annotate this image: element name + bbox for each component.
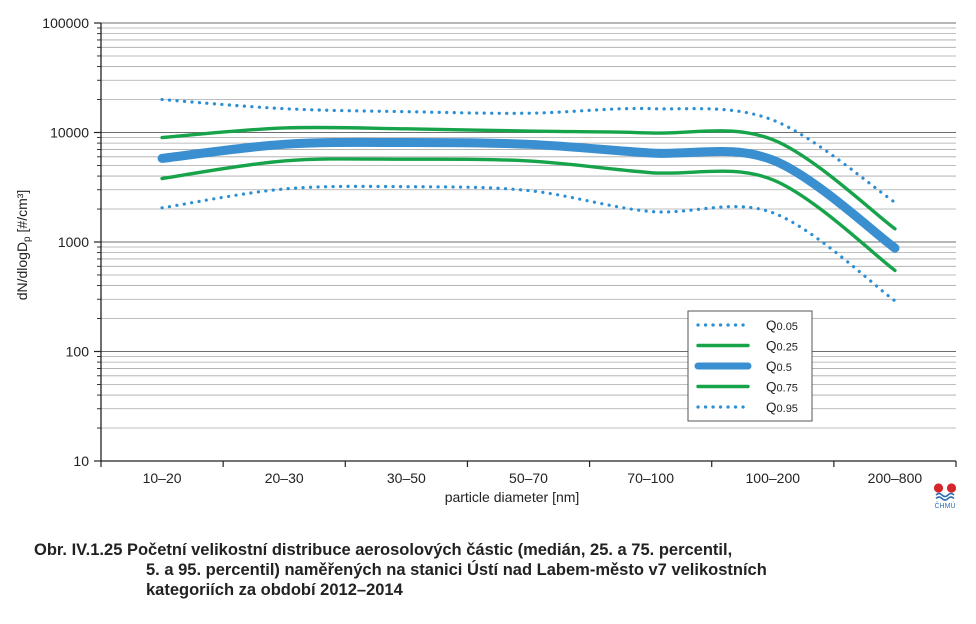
x-tick-label: 50–70 (509, 470, 548, 486)
chmu-logo: ČHMÚ (933, 483, 957, 510)
x-tick-label: 30–50 (387, 470, 426, 486)
x-tick-label: 200–800 (868, 470, 923, 486)
legend-label: Q0.05 (766, 318, 798, 333)
logo-text: ČHMÚ (935, 501, 956, 510)
logo-dot-right (946, 483, 957, 493)
y-tick-label: 10 (73, 453, 89, 469)
x-tick-label: 10–20 (143, 470, 182, 486)
series-Q0-25 (160, 157, 897, 273)
y-axis-title-main: dN/dlogD (14, 242, 30, 300)
y-tick-label: 100 (66, 344, 90, 360)
legend-label: Q0.25 (766, 339, 798, 354)
x-tick-label: 100–200 (746, 470, 801, 486)
x-tick-label: 20–30 (265, 470, 304, 486)
logo-wave-icon (935, 492, 955, 498)
legend-label: Q0.75 (766, 380, 798, 395)
y-tick-label: 100000 (42, 15, 89, 31)
y-axis-title: dN/dlogDp [#/cm³] (14, 190, 33, 301)
series-line (160, 184, 897, 303)
axes: 10 100 1000 10000 100000 10–20 20–30 30–50 50–70… (42, 15, 957, 486)
caption-line-3: kategoriích za období 2012–2014 (146, 581, 403, 599)
series-Q0-05 (160, 184, 897, 303)
legend: Q0.05 Q0.25 Q0.5 Q0.75 Q0.95 (687, 310, 813, 422)
x-tick-label: 70–100 (627, 470, 674, 486)
grid (101, 22, 956, 429)
series-line (160, 125, 897, 231)
logo-dot-left (933, 483, 944, 493)
figure-caption: Obr. IV.1.25 Početní velikostní distribu… (34, 540, 954, 600)
caption-line-1: Obr. IV.1.25 Početní velikostní distribu… (34, 541, 733, 559)
chart: 10 100 1000 10000 100000 10–20 20–30 30–50 50–70… (14, 15, 957, 510)
legend-label: Q0.95 (766, 400, 798, 415)
series-Q0-95 (160, 97, 897, 204)
x-axis-title: particle diameter [nm] (445, 489, 580, 505)
series-line (160, 157, 897, 273)
y-tick-label: 10000 (50, 125, 89, 141)
series-Q0-5 (157, 137, 900, 253)
series-Q0-75 (160, 125, 897, 231)
y-tick-label: 1000 (58, 234, 89, 250)
caption-line-2: 5. a 95. percentil) naměřených na stanic… (146, 561, 767, 579)
series-line (157, 137, 900, 253)
series-line (160, 97, 897, 204)
logo-wave-icon-2 (935, 496, 955, 501)
plot-series (157, 97, 900, 303)
y-axis-title-unit: [#/cm³] (14, 190, 30, 233)
legend-label: Q0.5 (766, 359, 792, 374)
y-axis-title-sub: p (22, 236, 33, 242)
